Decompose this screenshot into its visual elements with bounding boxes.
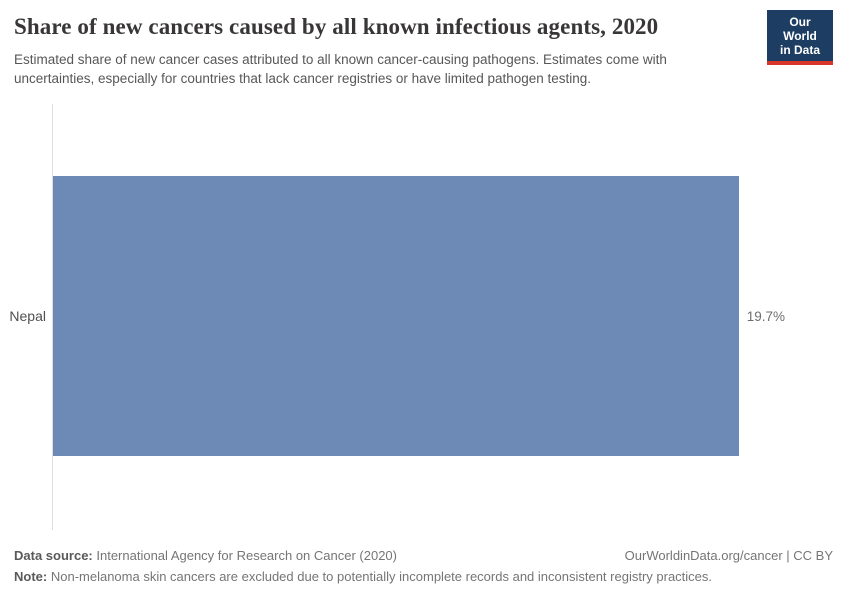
- chart-title: Share of new cancers caused by all known…: [14, 14, 659, 39]
- data-source: Data source: International Agency for Re…: [14, 548, 397, 564]
- data-source-text: International Agency for Research on Can…: [96, 548, 397, 563]
- chart-subtitle: Estimated share of new cancer cases attr…: [14, 52, 667, 86]
- footer-note-line: Note: Non-melanoma skin cancers are excl…: [14, 569, 833, 585]
- data-source-label: Data source:: [14, 548, 93, 563]
- attribution-link[interactable]: OurWorldinData.org/cancer | CC BY: [624, 548, 833, 563]
- owid-logo-line2: in Data: [779, 43, 820, 57]
- note-text: Non-melanoma skin cancers are excluded d…: [50, 569, 713, 584]
- bar[interactable]: [53, 176, 739, 456]
- bar-track: 19.7%: [53, 176, 785, 456]
- owid-logo[interactable]: Our World in Data: [767, 10, 833, 65]
- note-label: Note:: [14, 569, 48, 584]
- footer-source-line: Data source: International Agency for Re…: [14, 548, 833, 564]
- value-label: 19.7%: [746, 308, 785, 324]
- y-axis-line: [52, 104, 53, 530]
- owid-logo-line1: Our World: [783, 15, 817, 43]
- entity-label: Nepal: [9, 308, 46, 324]
